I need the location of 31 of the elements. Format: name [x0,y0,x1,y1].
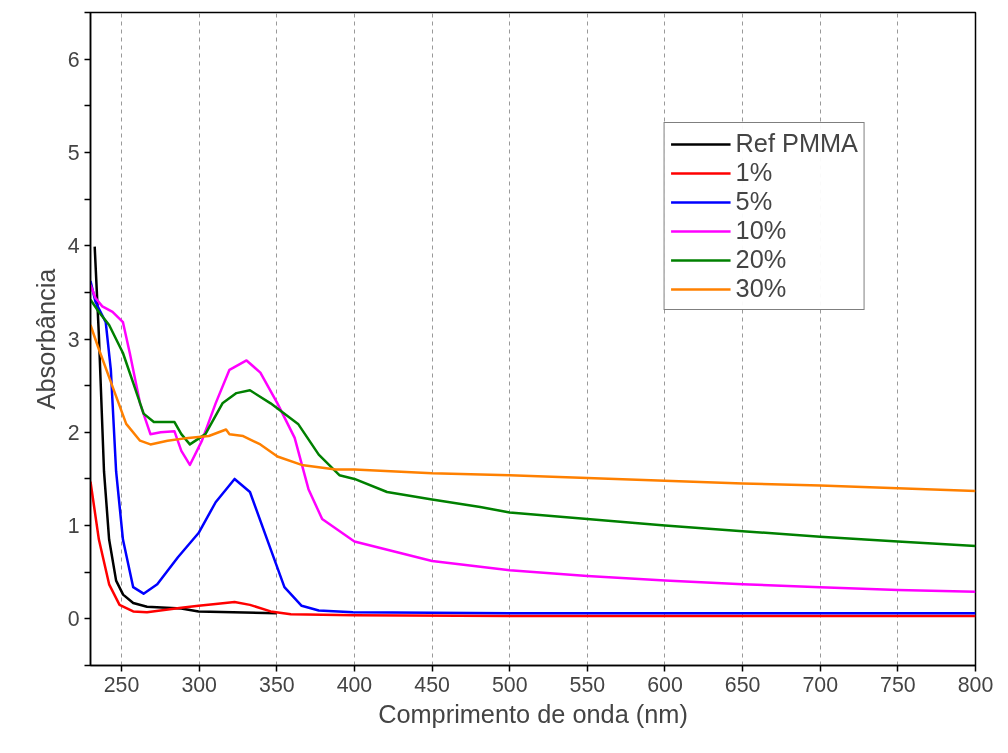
legend-label: 1% [735,158,773,187]
y-tick-label: 4 [67,234,80,259]
y-axis-title: Absorbância [31,267,60,410]
line-series [93,245,279,615]
x-tick-label: 250 [103,672,140,697]
y-tick-label: 2 [67,420,80,445]
y-tick-label: 6 [67,47,80,72]
legend-label: 20% [735,245,787,274]
line-series [90,298,976,548]
line-series [90,480,976,618]
y-tick-label: 3 [67,327,80,352]
x-tick-label: 750 [880,672,916,697]
x-tick-label: 700 [802,672,839,697]
x-tick-label: 800 [957,672,994,697]
x-tick-label: 550 [569,672,606,697]
y-tick-label: 1 [67,514,80,539]
x-tick-label: 450 [414,672,451,697]
x-tick-label: 350 [259,672,295,697]
legend-label: 30% [735,274,787,303]
x-tick-label: 500 [491,672,528,697]
x-tick-label: 400 [336,672,373,697]
x-axis-title: Comprimento de onda (nm) [378,699,688,728]
legend-label: Ref PMMA [735,129,858,158]
x-tick-label: 300 [181,672,218,697]
x-tick-label: 600 [647,672,683,697]
line-series [90,323,976,493]
legend-label: 10% [735,216,787,245]
y-tick-label: 5 [67,140,80,165]
y-tick-label: 0 [67,607,80,632]
legend-label: 5% [735,187,773,216]
x-tick-label: 650 [724,672,761,697]
